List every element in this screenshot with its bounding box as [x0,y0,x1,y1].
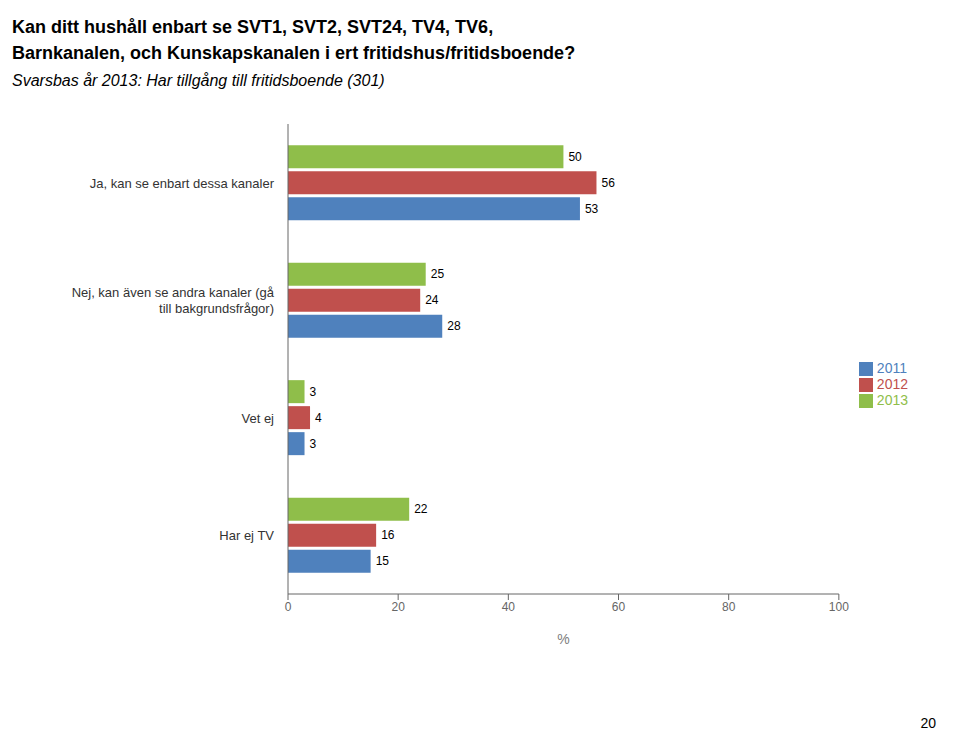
svg-text:3: 3 [310,385,317,399]
svg-text:Nej, kan även se andra kanaler: Nej, kan även se andra kanaler (gåtill b… [72,285,275,316]
html-text:Barnkanalen, och Kunskapskanal: Barnkanalen, och Kunskapskanalen i ert f… [12,43,576,63]
svg-text:50: 50 [568,150,582,164]
html-text:Kan ditt hushåll enbart se SVT: Kan ditt hushåll enbart se SVT1, SVT2, S… [12,17,494,37]
svg-text:Ja, kan se enbart dessa kanale: Ja, kan se enbart dessa kanaler [90,175,275,190]
html-text:2013: 2013 [876,392,908,409]
svg-text:Vet ej: Vet ej [241,410,274,425]
svg-text:0: 0 [285,600,292,614]
svg-text:28: 28 [447,319,461,333]
svg-text:4: 4 [315,411,322,425]
html-text:2011: 2011 [876,359,907,376]
svg-text:16: 16 [381,528,395,542]
html-text:2012: 2012 [876,375,908,392]
svg-text:%: % [557,631,569,647]
svg-text:15: 15 [376,554,390,568]
svg-text:20: 20 [391,600,405,614]
svg-text:100: 100 [829,600,849,614]
svg-text:53: 53 [585,202,599,216]
svg-text:80: 80 [722,600,736,614]
svg-text:Har ej TV: Har ej TV [219,528,274,543]
html-text:Svarsbas år 2013: Har tillgång: Svarsbas år 2013: Har tillgång till frit… [12,72,385,89]
svg-text:40: 40 [502,600,516,614]
html-text:20: 20 [920,715,936,731]
svg-text:24: 24 [425,293,439,307]
svg-text:60: 60 [612,600,626,614]
svg-text:56: 56 [601,176,615,190]
svg-text:22: 22 [414,502,428,516]
svg-text:25: 25 [431,267,445,281]
svg-text:3: 3 [310,437,317,451]
